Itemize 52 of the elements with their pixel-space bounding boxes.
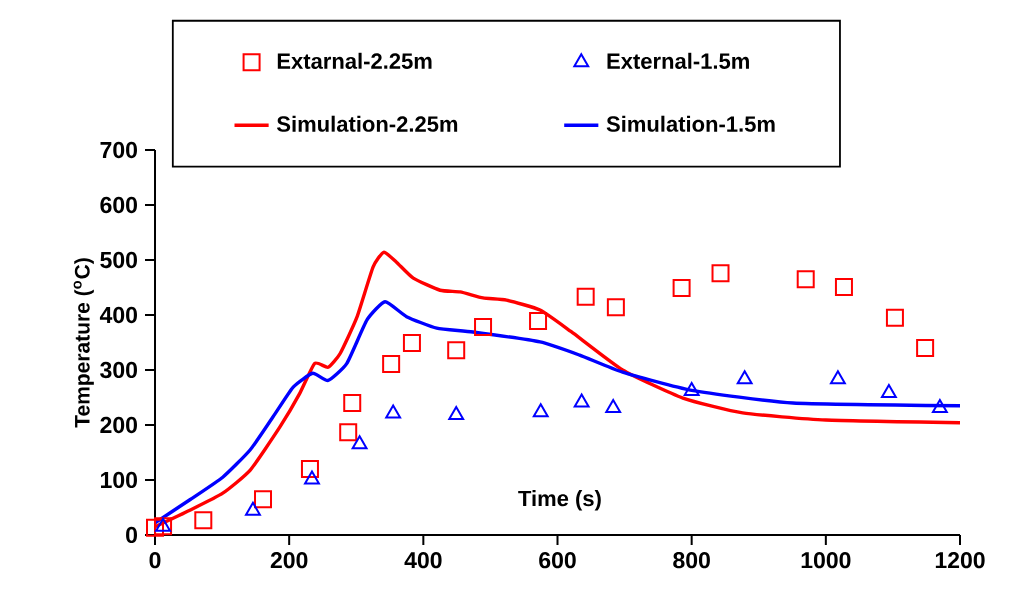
point — [300, 459, 319, 478]
point — [339, 423, 358, 442]
point — [402, 334, 421, 353]
x-tick-label: 200 — [270, 552, 308, 569]
x-tick-label: 1000 — [801, 552, 851, 569]
point — [304, 470, 320, 485]
y-tick-label: 500 — [100, 251, 137, 269]
point — [605, 398, 622, 413]
point — [606, 298, 625, 317]
y-tick-label: 200 — [100, 416, 137, 434]
legend-label: External-1.5m — [607, 52, 749, 69]
point — [736, 370, 753, 385]
y-tick-label: 400 — [99, 306, 137, 324]
point — [343, 393, 362, 412]
x-tick-label: 400 — [404, 552, 442, 569]
x-tick-label: 800 — [673, 552, 710, 569]
y-axis-title: Temperature ($^{o}$C) — [73, 258, 94, 428]
y-tick-label: 700 — [100, 141, 137, 159]
point — [447, 341, 466, 360]
point — [672, 279, 691, 298]
point — [931, 398, 948, 413]
point — [382, 354, 401, 373]
point — [885, 308, 904, 327]
legend-label: Simulation-1.5m — [606, 115, 775, 132]
x-axis-title: Time (s) — [518, 490, 601, 511]
point — [834, 277, 853, 296]
point — [711, 264, 730, 283]
point — [474, 318, 493, 337]
y-tick-label: 600 — [100, 196, 137, 214]
point — [916, 338, 935, 357]
point — [155, 517, 171, 532]
point — [829, 370, 846, 385]
y-tick-label: 300 — [100, 361, 137, 379]
point — [245, 501, 261, 516]
point — [796, 270, 815, 289]
y-tick-label: 0 — [126, 526, 138, 544]
point — [532, 403, 549, 418]
point — [351, 435, 368, 450]
y-tick-label: 100 — [101, 471, 137, 489]
point — [880, 384, 897, 399]
point — [146, 518, 165, 537]
point — [448, 406, 465, 421]
legend-label: Extarnal-2.25m — [277, 52, 432, 69]
point — [573, 393, 590, 408]
x-tick-label: 0 — [149, 552, 161, 569]
point — [576, 287, 595, 306]
x-tick-label: 1200 — [935, 552, 985, 569]
point — [385, 404, 402, 419]
point — [529, 312, 548, 331]
legend-label: Simulation-2.25m — [276, 115, 458, 132]
x-tick-label: 600 — [539, 552, 576, 569]
point — [683, 381, 700, 396]
